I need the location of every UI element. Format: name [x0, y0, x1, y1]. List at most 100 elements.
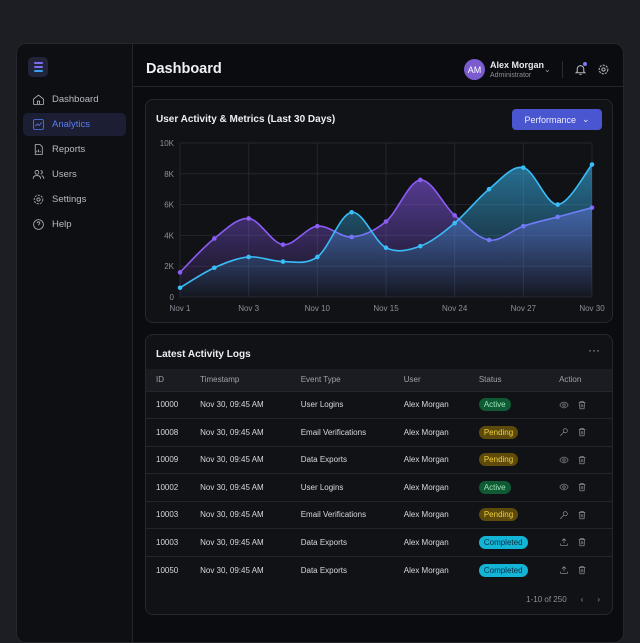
- trash-icon[interactable]: [577, 482, 587, 492]
- sidebar-item-settings[interactable]: Settings: [23, 188, 126, 211]
- y-tick-label: 0: [170, 293, 175, 302]
- bell-icon[interactable]: [574, 63, 587, 76]
- sidebar-item-reports[interactable]: Reports: [23, 138, 126, 161]
- trash-icon[interactable]: [577, 455, 587, 465]
- cell-id: 10008: [146, 418, 191, 446]
- cell-id: 10050: [146, 555, 191, 584]
- data-point: [246, 216, 251, 221]
- area-chart: 0 2K 4K 6K 8K 10K Nov 1 Nov 3 Nov 10 Nov 15 Nov 24…: [160, 139, 605, 313]
- app-window: Dashboard Analytics Reports Users Settings He…: [16, 43, 624, 643]
- eye-icon[interactable]: [559, 400, 569, 410]
- y-tick-label: 6K: [164, 201, 174, 210]
- performance-dropdown[interactable]: Performance ⌄: [512, 109, 602, 130]
- data-point: [383, 219, 389, 224]
- cell-event-type: Data Exports: [290, 528, 394, 556]
- more-options-icon[interactable]: ···: [588, 343, 600, 357]
- sidebar-nav: Dashboard Analytics Reports Users Settings He…: [23, 88, 126, 238]
- table-row: 10008 Nov 30, 09:45 AM Email Verifications…: [146, 418, 612, 446]
- trash-icon[interactable]: [577, 427, 587, 437]
- sidebar-item-label: Users: [52, 169, 77, 180]
- column-header[interactable]: Status: [468, 369, 550, 391]
- avatar[interactable]: AM: [464, 59, 485, 80]
- cell-timestamp: Nov 30, 09:45 AM: [190, 445, 291, 474]
- x-tick-label: Nov 1: [170, 304, 191, 313]
- cell-id: 10003: [146, 528, 191, 556]
- column-header[interactable]: ID: [146, 369, 191, 391]
- activity-table: ID Timestamp Event Type User Status Action 100…: [146, 369, 612, 584]
- status-badge: Completed: [478, 535, 528, 549]
- dropdown-label: Performance: [524, 114, 576, 125]
- sidebar-item-analytics[interactable]: Analytics: [23, 113, 126, 136]
- data-point: [349, 210, 354, 215]
- cell-user: Alex Morgan: [393, 445, 469, 474]
- sidebar-item-label: Reports: [52, 144, 86, 155]
- upload-icon[interactable]: [559, 565, 569, 575]
- sidebar-item-users[interactable]: Users: [23, 163, 126, 186]
- sidebar-item-label: Settings: [52, 194, 87, 205]
- activity-logs-card: Latest Activity Logs ··· ID Timestamp Even…: [145, 334, 613, 615]
- eye-icon[interactable]: [559, 455, 569, 465]
- sidebar-item-label: Help: [52, 219, 72, 230]
- cell-timestamp: Nov 30, 09:45 AM: [190, 555, 291, 584]
- chevron-down-icon: ⌄: [581, 114, 590, 124]
- sidebar-item-dashboard[interactable]: Dashboard: [23, 88, 126, 111]
- data-point: [418, 243, 423, 249]
- data-point: [383, 245, 389, 251]
- x-tick-label: Nov 15: [373, 304, 399, 313]
- sidebar: Dashboard Analytics Reports Users Settings He…: [17, 44, 133, 642]
- cell-event-type: Data Exports: [290, 555, 394, 584]
- column-header[interactable]: User: [393, 369, 469, 391]
- cell-event-type: User Logins: [290, 390, 394, 419]
- table-row: 10050 Nov 30, 09:45 AM Data Exports Alex Mo…: [146, 555, 612, 584]
- x-tick-label: Nov 30: [579, 304, 605, 313]
- sidebar-item-help[interactable]: Help: [23, 213, 126, 236]
- trash-icon[interactable]: [577, 537, 587, 547]
- cell-event-type: Email Verifications: [290, 500, 394, 529]
- user-name[interactable]: Alex Morgan: [490, 60, 545, 70]
- cell-timestamp: Nov 30, 09:45 AM: [190, 418, 291, 446]
- trash-icon[interactable]: [577, 510, 587, 520]
- cell-user: Alex Morgan: [393, 555, 469, 584]
- trash-icon[interactable]: [577, 400, 587, 410]
- pagination-info: 1-10 of 250: [526, 595, 567, 604]
- users-icon: [32, 170, 45, 179]
- column-header[interactable]: Timestamp: [190, 369, 291, 391]
- data-point: [280, 242, 286, 247]
- gear-icon: [33, 194, 44, 205]
- status-badge: Pending: [478, 425, 519, 439]
- data-point: [246, 254, 251, 260]
- y-tick-label: 4K: [164, 231, 174, 240]
- table-row: 10009 Nov 30, 09:45 AM Data Exports Alex Mo…: [146, 445, 612, 474]
- notification-dot: [583, 62, 587, 66]
- data-point: [315, 254, 320, 260]
- pagination: 1-10 of 250 ‹ ›: [526, 595, 600, 604]
- cell-id: 10009: [146, 445, 191, 474]
- data-point: [486, 186, 492, 192]
- column-header[interactable]: Action: [549, 369, 612, 391]
- chevron-down-icon[interactable]: ⌄: [544, 65, 551, 74]
- status-badge: Pending: [478, 453, 519, 467]
- logo-icon: [28, 57, 48, 77]
- next-page-icon[interactable]: ›: [597, 595, 600, 604]
- help-icon: [33, 219, 44, 230]
- cell-timestamp: Nov 30, 09:45 AM: [190, 390, 291, 419]
- user-role: Administrator: [490, 72, 532, 79]
- trash-icon[interactable]: [577, 565, 587, 575]
- cell-timestamp: Nov 30, 09:45 AM: [190, 500, 291, 529]
- cell-event-type: Data Exports: [290, 445, 394, 474]
- gear-icon[interactable]: [597, 63, 610, 76]
- data-point: [280, 259, 286, 264]
- column-header[interactable]: Event Type: [290, 369, 394, 391]
- y-tick-label: 8K: [164, 170, 174, 179]
- key-icon[interactable]: [559, 510, 569, 520]
- y-tick-label: 2K: [164, 262, 174, 271]
- y-tick-label: 10K: [160, 139, 175, 148]
- prev-page-icon[interactable]: ‹: [580, 595, 584, 604]
- cell-user: Alex Morgan: [393, 473, 469, 501]
- key-icon[interactable]: [559, 427, 569, 437]
- x-tick-label: Nov 10: [305, 304, 331, 313]
- upload-icon[interactable]: [559, 537, 569, 547]
- cell-user: Alex Morgan: [393, 390, 469, 419]
- eye-icon[interactable]: [559, 482, 569, 492]
- header: Dashboard AM Alex Morgan Administrator ⌄: [134, 44, 623, 87]
